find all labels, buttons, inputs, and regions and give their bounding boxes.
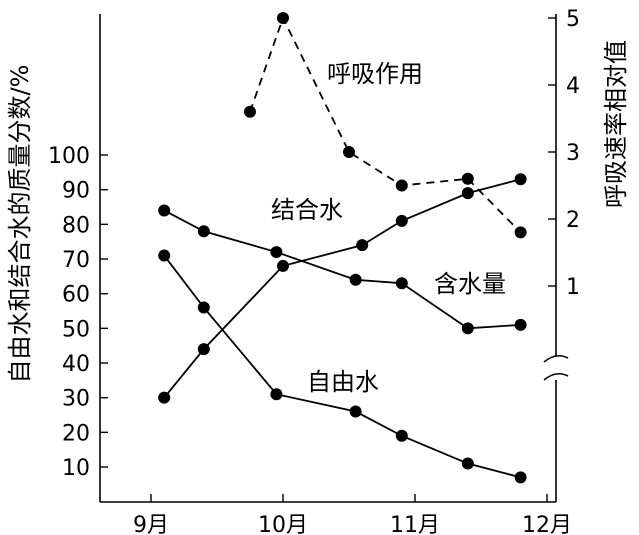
left-axis-title: 自由水和结合水的质量分数/% (6, 65, 34, 384)
data-point (461, 172, 474, 185)
left-tick-label: 50 (62, 317, 90, 342)
data-point (270, 388, 283, 401)
data-point (349, 405, 362, 418)
series-label: 含水量 (434, 270, 506, 298)
axis-break-mark (543, 372, 569, 381)
data-point (277, 259, 289, 272)
right-tick-label: 1 (566, 275, 580, 300)
data-point (395, 214, 408, 227)
axes: 10 20 30 40 50 60 70 80 90 100 1 2 3 4 5 9月 10月 11月 12月 自由水… (6, 7, 630, 535)
data-point (461, 322, 474, 335)
data-point (158, 249, 171, 262)
left-tick-label: 70 (62, 248, 90, 273)
x-tick-label: 12月 (522, 513, 572, 535)
x-tick-label: 10月 (258, 513, 308, 535)
data-point (461, 457, 474, 470)
series-line (249, 15, 522, 234)
right-tick-label: 3 (566, 141, 580, 166)
right-tick-label: 2 (566, 208, 580, 233)
data-point (395, 179, 408, 192)
left-tick-label: 60 (62, 283, 90, 308)
x-tick-label: 9月 (133, 513, 169, 535)
data-point (197, 301, 210, 314)
data-point (461, 187, 474, 200)
data-point (270, 246, 283, 259)
left-tick-label: 30 (62, 387, 90, 412)
left-tick-label: 90 (62, 179, 90, 204)
data-point (343, 146, 355, 158)
right-axis-title: 呼吸速率相对值 (602, 40, 630, 208)
series-label: 呼吸作用 (327, 60, 423, 88)
axis-break-mark (543, 354, 569, 363)
data-point (197, 343, 210, 356)
data-point (197, 225, 210, 238)
data-point (395, 429, 408, 442)
left-tick-label: 20 (62, 421, 90, 446)
right-tick-label: 5 (566, 7, 580, 32)
data-point (349, 273, 362, 286)
data-point (158, 391, 171, 404)
left-tick-label: 10 (62, 456, 90, 481)
series-points (158, 12, 527, 484)
data-point (514, 226, 527, 239)
left-tick-label: 40 (62, 352, 90, 377)
data-point (356, 239, 369, 252)
series-label: 结合水 (271, 196, 343, 224)
data-point (514, 471, 527, 484)
data-point (158, 204, 171, 217)
left-tick-label: 80 (62, 213, 90, 238)
data-point (277, 12, 289, 24)
data-point (514, 318, 527, 331)
data-point (244, 105, 256, 118)
left-tick-label: 100 (48, 144, 90, 169)
data-point (514, 173, 527, 186)
series-label: 自由水 (307, 368, 379, 396)
x-tick-label: 11月 (390, 513, 440, 535)
right-tick-label: 4 (566, 74, 580, 99)
data-point (395, 277, 408, 290)
